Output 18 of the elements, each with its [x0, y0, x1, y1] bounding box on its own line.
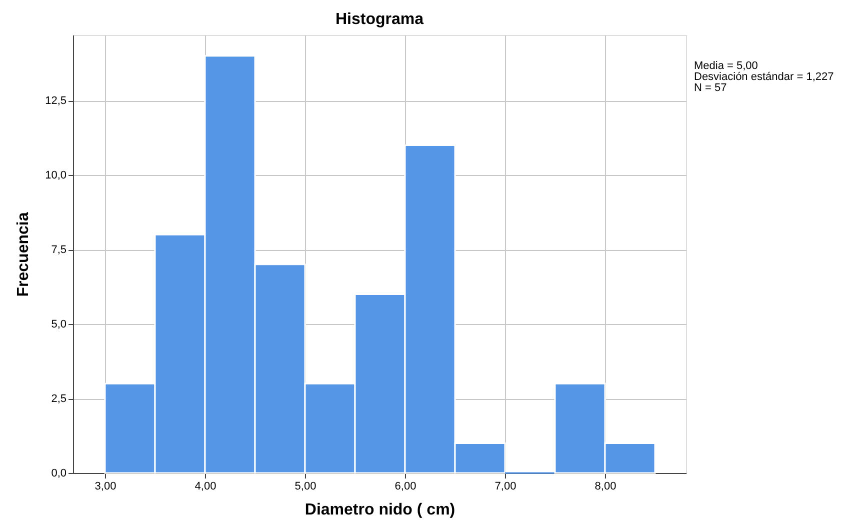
y-axis-title: Frecuencia	[15, 212, 32, 297]
y-tick-label: 2,5	[51, 393, 66, 406]
y-tick-label: 10,0	[45, 170, 66, 182]
y-tick-label: 5,0	[51, 318, 66, 331]
text: N = 57	[694, 82, 727, 94]
y-tick-label: 12,5	[45, 95, 66, 108]
x-tick-label: 6,00	[394, 480, 416, 492]
chart-title: Histograma	[335, 11, 424, 28]
x-tick-label: 3,00	[94, 480, 116, 492]
y-tick-label: 0,0	[51, 468, 66, 480]
text: Desviación estándar = 1,227	[694, 71, 834, 83]
x-tick-label: 7,00	[494, 480, 516, 492]
x-axis-title: Diametro nido ( cm)	[304, 502, 456, 518]
text: Media = 5,00	[694, 60, 758, 72]
x-tick-label: 8,00	[594, 480, 616, 492]
x-tick-label: 5,00	[294, 480, 316, 492]
x-tick-label: 4,00	[194, 480, 216, 492]
y-tick-label: 7,5	[51, 244, 66, 256]
